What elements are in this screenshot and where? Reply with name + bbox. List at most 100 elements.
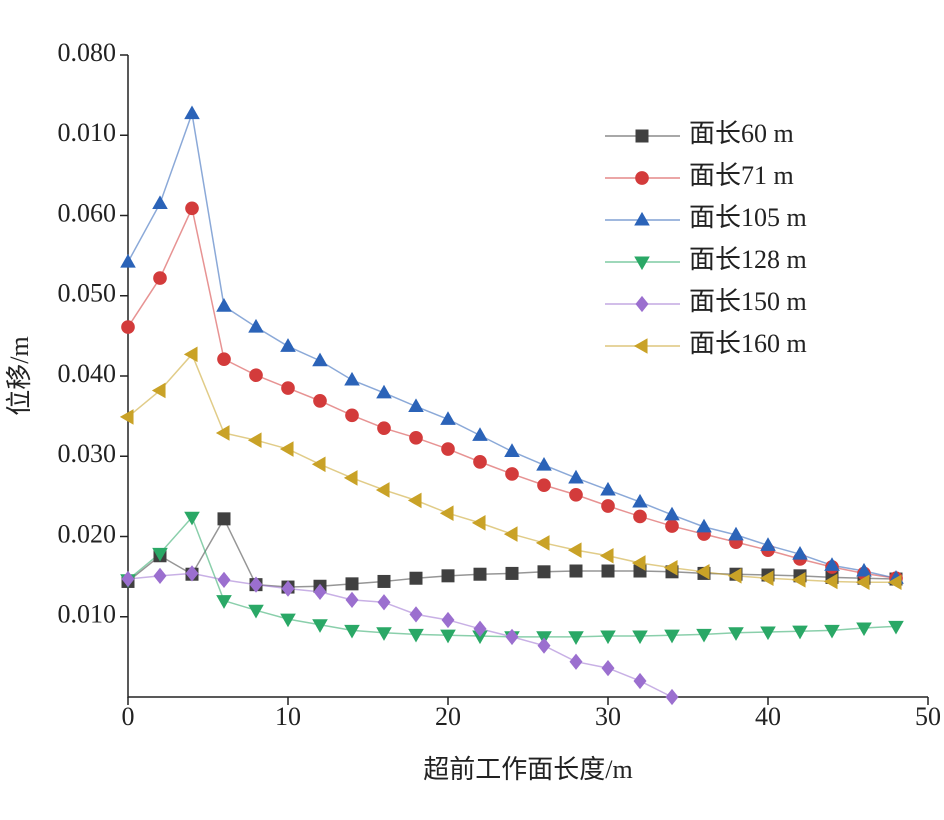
legend-label: 面长128 m <box>689 245 807 274</box>
y-tick-label: 0.010 <box>58 118 117 147</box>
data-point <box>344 371 360 386</box>
data-point <box>504 443 520 457</box>
data-point <box>185 201 199 216</box>
data-point <box>824 624 840 639</box>
data-point <box>343 470 358 486</box>
data-point <box>567 542 582 558</box>
data-point <box>248 318 264 333</box>
data-point <box>537 565 551 579</box>
data-point <box>473 567 487 581</box>
data-point <box>440 629 456 644</box>
data-point <box>535 535 550 551</box>
data-point <box>665 688 679 706</box>
data-point <box>473 620 487 637</box>
data-point <box>120 253 136 268</box>
data-point <box>792 546 808 560</box>
x-tick-label: 10 <box>275 702 301 731</box>
data-point <box>375 482 390 498</box>
data-point <box>568 469 584 484</box>
x-tick-label: 40 <box>755 702 781 731</box>
data-point <box>184 105 200 120</box>
data-point <box>696 518 712 533</box>
data-point <box>600 630 616 645</box>
data-point <box>345 577 359 591</box>
data-point <box>217 512 231 526</box>
data-point <box>313 583 327 600</box>
data-point <box>249 576 263 593</box>
data-point <box>759 570 774 587</box>
data-point <box>728 627 744 641</box>
data-point <box>344 624 360 639</box>
data-point <box>249 368 263 383</box>
data-point <box>824 557 840 571</box>
legend-label: 面长105 m <box>689 203 807 232</box>
data-point <box>408 398 424 413</box>
data-point <box>728 526 744 541</box>
data-point <box>473 455 487 469</box>
data-point <box>345 408 359 423</box>
y-axis-label: 位移/m <box>5 336 34 415</box>
data-point <box>152 547 168 562</box>
data-point <box>441 442 455 456</box>
y-tick-label: 0.060 <box>58 198 117 227</box>
data-point <box>632 493 648 508</box>
data-point <box>760 626 776 641</box>
data-point <box>407 492 422 509</box>
data-point <box>153 567 167 584</box>
data-point <box>569 653 583 670</box>
data-point <box>856 562 872 577</box>
data-point <box>377 421 391 435</box>
data-point <box>216 595 232 609</box>
data-point <box>599 547 614 564</box>
data-point <box>823 573 838 590</box>
data-point <box>696 628 712 643</box>
y-tick-label: 0.050 <box>58 279 117 308</box>
data-point <box>121 570 135 588</box>
data-point <box>536 456 552 471</box>
data-point <box>601 659 615 677</box>
legend-label: 面长150 m <box>689 287 807 316</box>
data-point <box>888 620 904 635</box>
data-point <box>856 622 872 637</box>
data-point <box>376 627 392 641</box>
data-point <box>792 625 808 640</box>
data-point <box>887 574 902 591</box>
axes <box>127 55 928 698</box>
legend-marker <box>634 211 650 226</box>
data-point <box>313 394 327 408</box>
data-point <box>441 569 455 583</box>
data-point <box>760 537 776 551</box>
legend-marker <box>634 256 650 271</box>
data-point <box>312 352 328 367</box>
data-point <box>279 441 294 457</box>
data-point <box>184 511 200 526</box>
data-point <box>663 559 678 576</box>
data-point <box>439 505 454 522</box>
legend-label: 面长160 m <box>689 329 807 358</box>
data-point <box>855 574 870 591</box>
data-point <box>505 467 519 481</box>
data-point <box>311 456 326 473</box>
data-point <box>280 613 296 628</box>
data-point <box>312 619 328 633</box>
data-point <box>183 346 198 363</box>
data-point <box>248 604 264 619</box>
data-point <box>472 427 488 441</box>
legend-marker <box>633 338 648 354</box>
x-tick-label: 20 <box>435 702 461 731</box>
y-tick-label: 0.030 <box>58 439 117 468</box>
data-point <box>472 630 488 645</box>
data-point <box>665 519 679 533</box>
data-point <box>664 629 680 644</box>
data-point <box>505 628 519 645</box>
data-point <box>537 478 551 492</box>
data-point <box>280 338 296 352</box>
legend-label: 面长60 m <box>689 119 794 148</box>
legend-marker <box>635 171 649 185</box>
data-point <box>151 382 166 399</box>
data-point <box>727 568 742 584</box>
data-point <box>215 425 230 441</box>
data-point <box>632 630 648 645</box>
x-axis-label: 超前工作面长度/m <box>423 755 632 784</box>
